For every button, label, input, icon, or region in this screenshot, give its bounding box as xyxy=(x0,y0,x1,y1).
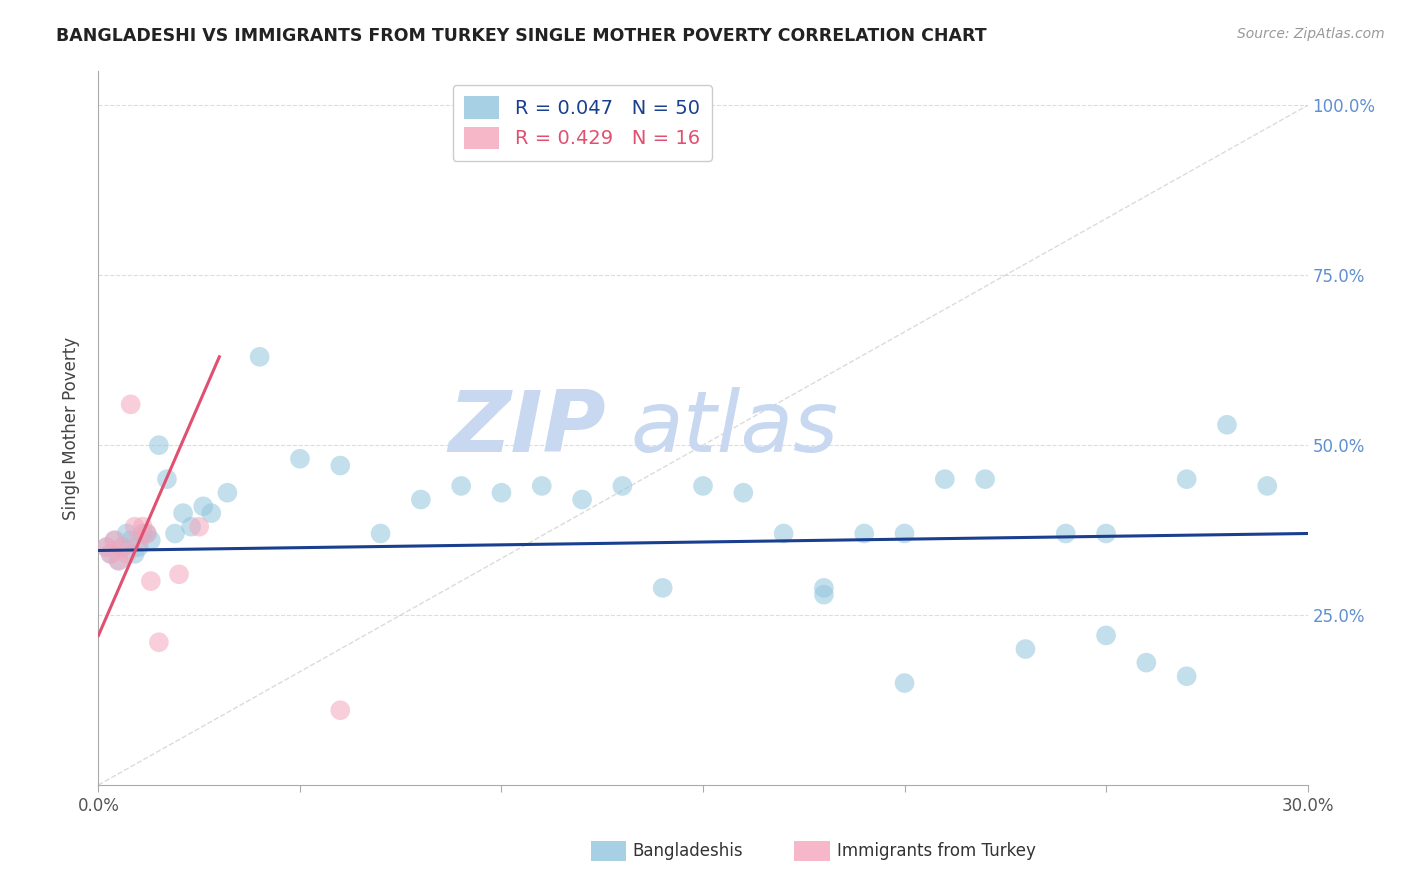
Point xyxy=(1095,526,1118,541)
Point xyxy=(409,492,432,507)
Point xyxy=(1054,526,1077,541)
Point xyxy=(156,472,179,486)
Point xyxy=(1216,417,1239,432)
Point xyxy=(128,533,150,548)
Point xyxy=(1095,628,1118,642)
Point xyxy=(135,526,157,541)
Point xyxy=(772,526,794,541)
Point xyxy=(111,540,134,554)
Point xyxy=(1256,479,1278,493)
Point xyxy=(692,479,714,493)
Point xyxy=(1135,656,1157,670)
Point xyxy=(120,533,142,548)
Text: BANGLADESHI VS IMMIGRANTS FROM TURKEY SINGLE MOTHER POVERTY CORRELATION CHART: BANGLADESHI VS IMMIGRANTS FROM TURKEY SI… xyxy=(56,27,987,45)
Point xyxy=(135,526,157,541)
Y-axis label: Single Mother Poverty: Single Mother Poverty xyxy=(62,336,80,520)
Point xyxy=(120,397,142,411)
Point xyxy=(139,533,162,548)
Point xyxy=(167,567,190,582)
Point xyxy=(172,506,194,520)
Point xyxy=(115,526,138,541)
Point xyxy=(96,540,118,554)
Point xyxy=(733,485,755,500)
Point xyxy=(100,547,122,561)
Point xyxy=(974,472,997,486)
Point xyxy=(132,526,155,541)
Point xyxy=(893,676,915,690)
Point xyxy=(934,472,956,486)
Point xyxy=(651,581,673,595)
Point xyxy=(107,554,129,568)
Point xyxy=(111,540,134,554)
Point xyxy=(103,533,125,548)
Point xyxy=(1175,472,1198,486)
Point xyxy=(148,635,170,649)
Text: atlas: atlas xyxy=(630,386,838,470)
Point xyxy=(288,451,311,466)
Point xyxy=(813,581,835,595)
Point xyxy=(132,519,155,533)
Point xyxy=(571,492,593,507)
Point xyxy=(329,703,352,717)
Point xyxy=(128,540,150,554)
Legend: R = 0.047   N = 50, R = 0.429   N = 16: R = 0.047 N = 50, R = 0.429 N = 16 xyxy=(453,85,711,161)
Point xyxy=(491,485,513,500)
Point xyxy=(370,526,392,541)
Point xyxy=(530,479,553,493)
Point xyxy=(107,554,129,568)
Point xyxy=(188,519,211,533)
Point xyxy=(148,438,170,452)
Point xyxy=(249,350,271,364)
Point xyxy=(180,519,202,533)
Point xyxy=(96,540,118,554)
Point xyxy=(450,479,472,493)
Point xyxy=(612,479,634,493)
Text: Source: ZipAtlas.com: Source: ZipAtlas.com xyxy=(1237,27,1385,41)
Text: ZIP: ZIP xyxy=(449,386,606,470)
Point xyxy=(200,506,222,520)
Point xyxy=(853,526,876,541)
Point xyxy=(1014,642,1036,657)
Point xyxy=(124,547,146,561)
Point xyxy=(1175,669,1198,683)
Point xyxy=(124,519,146,533)
Point xyxy=(193,500,215,514)
Text: Bangladeshis: Bangladeshis xyxy=(633,842,744,860)
Point xyxy=(103,533,125,548)
Point xyxy=(115,547,138,561)
Text: Immigrants from Turkey: Immigrants from Turkey xyxy=(837,842,1035,860)
Point xyxy=(100,547,122,561)
Point xyxy=(217,485,239,500)
Point xyxy=(893,526,915,541)
Point xyxy=(813,588,835,602)
Point xyxy=(163,526,186,541)
Point xyxy=(329,458,352,473)
Point xyxy=(139,574,162,588)
